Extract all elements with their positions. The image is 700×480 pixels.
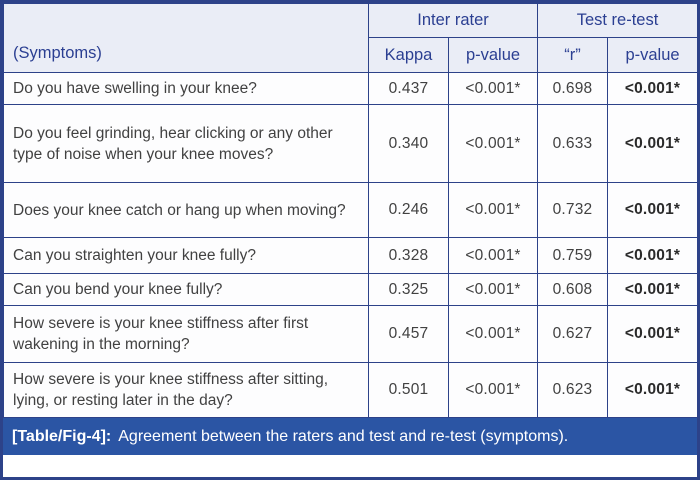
retest-p-value-cell: <0.001* [606,305,697,363]
kappa-cell: 0.437 [368,72,449,105]
symptom-cell: Does your knee catch or hang up when mov… [3,182,369,238]
table-row: How severe is your knee stiffness after … [3,362,697,418]
table-header: (Symptoms) Inter rater Test re-test Kapp… [3,3,697,73]
retest-p-value-cell: <0.001* [606,362,697,418]
agreement-table: (Symptoms) Inter rater Test re-test Kapp… [3,3,697,418]
symptom-cell: Can you bend your knee fully? [3,273,369,306]
kappa-cell: 0.340 [368,104,449,183]
figure-caption-text: Agreement between the raters and test an… [118,427,569,445]
kappa-cell: 0.325 [368,273,449,306]
symptom-cell: Do you feel grinding, hear clicking or a… [3,104,369,183]
group-header-inter-rater: Inter rater [368,3,538,38]
r-cell: 0.633 [537,104,608,183]
inter-p-value-cell: <0.001* [448,182,538,238]
table-row: Do you feel grinding, hear clicking or a… [3,104,697,183]
retest-p-value-cell: <0.001* [606,273,697,306]
table-row: Do you have swelling in your knee? 0.437… [3,72,697,105]
symptoms-column-header: (Symptoms) [3,3,369,73]
symptom-cell: Do you have swelling in your knee? [3,72,369,105]
inter-p-value-cell: <0.001* [448,104,538,183]
r-cell: 0.732 [537,182,608,238]
symptom-cell: Can you straighten your knee fully? [3,237,369,274]
r-cell: 0.759 [537,237,608,274]
column-header-kappa: Kappa [368,37,449,73]
table-row: How severe is your knee stiffness after … [3,305,697,363]
inter-p-value-cell: <0.001* [448,237,538,274]
kappa-cell: 0.328 [368,237,449,274]
symptom-cell: How severe is your knee stiffness after … [3,305,369,363]
table-row: Does your knee catch or hang up when mov… [3,182,697,238]
kappa-cell: 0.501 [368,362,449,418]
retest-p-value-cell: <0.001* [606,72,697,105]
r-cell: 0.698 [537,72,608,105]
inter-p-value-cell: <0.001* [448,72,538,105]
figure-caption-label: [Table/Fig-4]: [12,427,112,445]
inter-p-value-cell: <0.001* [448,362,538,418]
retest-p-value-cell: <0.001* [606,182,697,238]
symptom-cell: How severe is your knee stiffness after … [3,362,369,418]
retest-p-value-cell: <0.001* [606,104,697,183]
kappa-cell: 0.457 [368,305,449,363]
table-row: Can you bend your knee fully? 0.325 <0.0… [3,273,697,306]
inter-p-value-cell: <0.001* [448,305,538,363]
retest-p-value-cell: <0.001* [606,237,697,274]
column-header-retest-p-value: p-value [606,37,697,73]
r-cell: 0.627 [537,305,608,363]
kappa-cell: 0.246 [368,182,449,238]
inter-p-value-cell: <0.001* [448,273,538,306]
table-row: Can you straighten your knee fully? 0.32… [3,237,697,274]
group-header-row: (Symptoms) Inter rater Test re-test [3,3,697,73]
table-body: Do you have swelling in your knee? 0.437… [3,72,697,418]
column-header-r: “r” [537,37,608,73]
figure-caption-bar: [Table/Fig-4]: Agreement between the rat… [3,418,697,455]
r-cell: 0.623 [537,362,608,418]
group-header-test-retest: Test re-test [536,3,697,38]
sub-header-row: Kappa p-value “r” p-value [4,37,697,73]
column-header-inter-p-value: p-value [448,37,538,73]
r-cell: 0.608 [537,273,608,306]
